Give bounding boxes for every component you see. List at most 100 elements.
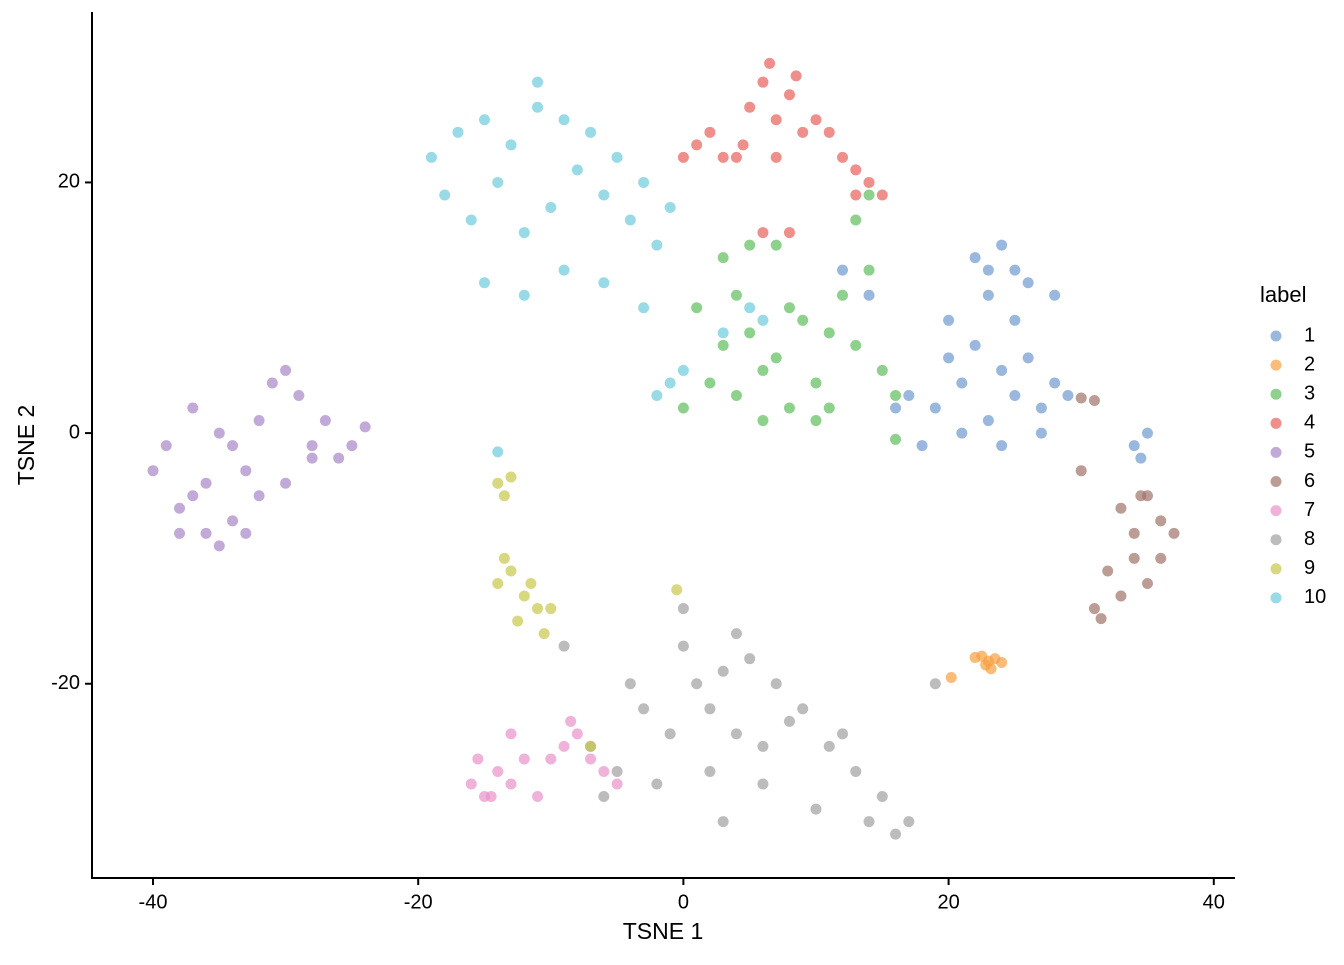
point — [598, 189, 610, 201]
point — [1049, 289, 1061, 301]
point — [512, 615, 524, 627]
point — [863, 176, 875, 188]
point — [505, 778, 517, 790]
point — [730, 151, 742, 163]
point — [266, 377, 278, 389]
point — [982, 289, 994, 301]
point — [1155, 515, 1167, 527]
point — [227, 440, 239, 452]
point — [704, 126, 716, 138]
point — [863, 264, 875, 276]
point — [783, 715, 795, 727]
point — [1088, 603, 1100, 615]
point — [227, 515, 239, 527]
point — [744, 327, 756, 339]
point — [1115, 590, 1127, 602]
point — [1049, 377, 1061, 389]
point — [611, 778, 623, 790]
x-tick-label: 0 — [678, 891, 689, 913]
point — [200, 477, 212, 489]
point — [691, 139, 703, 151]
y-tick-label: 20 — [58, 171, 80, 193]
y-axis-label: TSNE 2 — [13, 405, 39, 486]
legend-title: label — [1260, 282, 1306, 307]
point — [346, 440, 358, 452]
legend-marker — [1270, 563, 1282, 575]
point — [492, 446, 504, 458]
point — [1135, 490, 1147, 502]
point — [174, 527, 186, 539]
point — [717, 327, 729, 339]
point — [425, 151, 437, 163]
point — [783, 89, 795, 101]
legend-label: 1 — [1304, 324, 1315, 346]
point — [638, 176, 650, 188]
point — [823, 327, 835, 339]
point — [677, 603, 689, 615]
point — [160, 440, 172, 452]
point — [757, 364, 769, 376]
point — [664, 377, 676, 389]
point — [790, 70, 802, 82]
point — [1088, 395, 1100, 407]
point — [982, 415, 994, 427]
legend-label: 6 — [1304, 470, 1315, 492]
point — [863, 189, 875, 201]
point — [1141, 427, 1153, 439]
point — [1035, 402, 1047, 414]
point — [1009, 264, 1021, 276]
point — [240, 527, 252, 539]
point — [624, 678, 636, 690]
point — [783, 227, 795, 239]
point — [770, 352, 782, 364]
point — [1075, 465, 1087, 477]
x-tick-label: 40 — [1203, 891, 1225, 913]
point — [598, 277, 610, 289]
point — [585, 126, 597, 138]
y-tick-label: -20 — [51, 672, 80, 694]
point — [598, 791, 610, 803]
point — [1155, 552, 1167, 564]
point — [498, 552, 510, 564]
point — [996, 364, 1008, 376]
legend-marker — [1270, 446, 1282, 458]
point — [611, 765, 623, 777]
point — [764, 57, 776, 69]
point — [810, 377, 822, 389]
point — [558, 640, 570, 652]
point — [492, 477, 504, 489]
point — [651, 239, 663, 251]
point — [823, 126, 835, 138]
point — [1168, 527, 1180, 539]
point — [558, 114, 570, 126]
point — [704, 377, 716, 389]
legend-marker — [1270, 534, 1282, 546]
x-tick-label: 20 — [937, 891, 959, 913]
point — [744, 653, 756, 665]
legend-marker — [1270, 417, 1282, 429]
point — [571, 728, 583, 740]
point — [757, 76, 769, 88]
point — [558, 740, 570, 752]
point — [664, 728, 676, 740]
point — [651, 778, 663, 790]
point — [770, 678, 782, 690]
point — [505, 565, 517, 577]
point — [478, 114, 490, 126]
point — [187, 402, 199, 414]
point — [757, 314, 769, 326]
point — [465, 214, 477, 226]
point — [280, 364, 292, 376]
point — [929, 678, 941, 690]
point — [837, 151, 849, 163]
point — [505, 728, 517, 740]
point — [465, 778, 477, 790]
point — [545, 202, 557, 214]
point — [485, 791, 497, 803]
point — [1128, 552, 1140, 564]
point — [306, 440, 318, 452]
point — [717, 339, 729, 351]
legend-label: 2 — [1304, 353, 1315, 375]
point — [240, 465, 252, 477]
point — [505, 139, 517, 151]
